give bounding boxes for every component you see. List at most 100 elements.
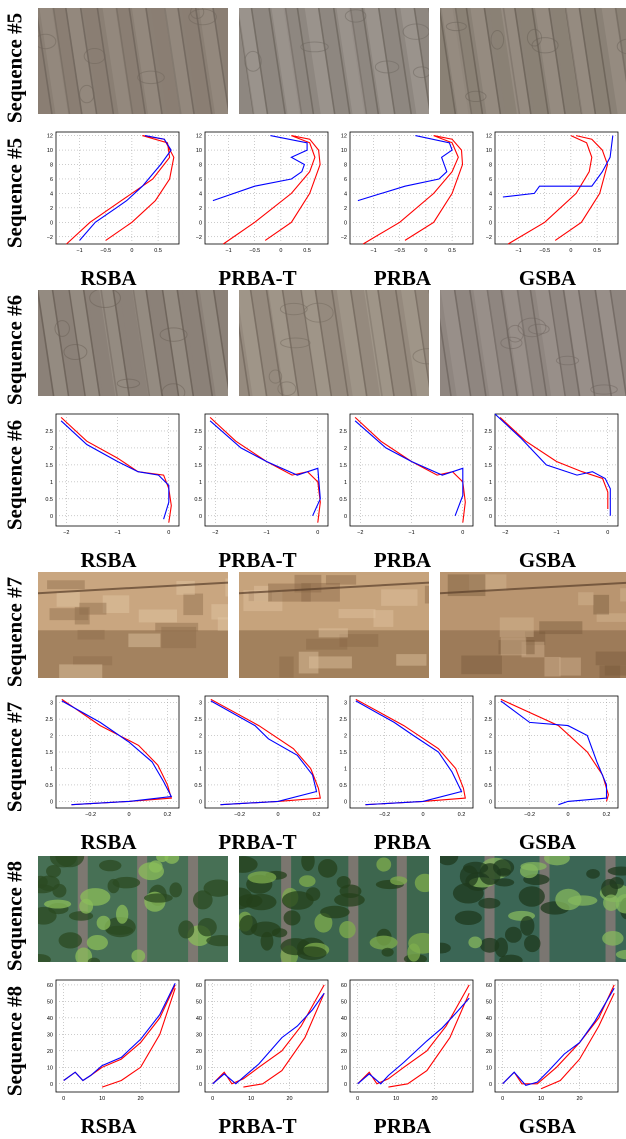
y-tick-label: 1 (50, 480, 53, 486)
x-tick-label: −0.2 (379, 812, 390, 818)
sequence-label: Sequence #8 (3, 986, 28, 1096)
y-tick-label: 0.5 (45, 783, 53, 789)
y-tick-label: 4 (344, 191, 347, 197)
x-tick-label: −0.5 (100, 248, 111, 254)
x-tick-label: −1 (114, 530, 120, 536)
x-tick-label: −1 (263, 530, 269, 536)
y-tick-label: 1.5 (339, 463, 347, 469)
y-tick-label: 2.5 (194, 717, 202, 723)
method-label: PRBA-T (188, 1114, 328, 1139)
x-tick-label: 0 (567, 812, 570, 818)
y-tick-label: 1 (199, 766, 202, 772)
x-tick-label: 0 (277, 812, 280, 818)
y-tick-label: 50 (196, 999, 202, 1005)
method-label: GSBA (478, 830, 618, 855)
y-tick-label: 2 (50, 734, 53, 740)
y-tick-label: 10 (47, 1065, 53, 1071)
x-tick-label: 20 (138, 1096, 144, 1102)
y-tick-label: 1 (199, 480, 202, 486)
y-tick-label: 2 (489, 206, 492, 212)
y-tick-label: 0 (344, 1082, 347, 1088)
y-tick-label: 0 (199, 220, 202, 226)
y-tick-label: 0 (199, 514, 202, 520)
y-tick-label: 3 (199, 701, 202, 707)
x-tick-label: −1 (515, 248, 521, 254)
y-tick-label: 1.5 (484, 463, 492, 469)
y-tick-label: 20 (196, 1049, 202, 1055)
method-label: GSBA (478, 548, 618, 573)
x-tick-label: −1 (553, 530, 559, 536)
y-tick-label: 60 (341, 983, 347, 989)
y-tick-label: 2.5 (45, 717, 53, 723)
x-tick-label: −0.5 (539, 248, 550, 254)
y-tick-label: 0.5 (45, 497, 53, 503)
scene-photo (38, 290, 228, 396)
y-tick-label: −2 (486, 235, 492, 241)
x-tick-label: −2 (357, 530, 363, 536)
scene-photo (38, 8, 228, 114)
y-tick-label: 2 (50, 446, 53, 452)
y-tick-label: 2.5 (484, 429, 492, 435)
sequence-label: Sequence #5 (3, 138, 28, 248)
y-tick-label: 10 (47, 148, 53, 154)
method-label: RSBA (39, 830, 179, 855)
y-tick-label: 3 (344, 701, 347, 707)
x-tick-label: −0.2 (85, 812, 96, 818)
scene-photo (239, 856, 429, 962)
y-tick-label: 3 (489, 701, 492, 707)
y-tick-label: 30 (486, 1032, 492, 1038)
y-tick-label: 2 (344, 446, 347, 452)
y-tick-label: 50 (341, 999, 347, 1005)
y-tick-label: 0.5 (339, 497, 347, 503)
x-tick-label: −0.5 (394, 248, 405, 254)
scene-photo (440, 8, 626, 114)
y-tick-label: 3 (50, 701, 53, 707)
sequence-label: Sequence #6 (3, 420, 28, 530)
y-tick-label: 12 (196, 134, 202, 140)
y-tick-label: 6 (199, 177, 202, 183)
y-tick-label: 2 (199, 734, 202, 740)
y-tick-label: 12 (47, 134, 53, 140)
method-label: RSBA (39, 548, 179, 573)
x-tick-label: −1 (76, 248, 82, 254)
y-tick-label: 40 (341, 1016, 347, 1022)
x-tick-label: 0.5 (448, 248, 456, 254)
x-tick-label: −0.2 (524, 812, 535, 818)
y-tick-label: 6 (50, 177, 53, 183)
y-tick-label: 0 (50, 799, 53, 805)
y-tick-label: 6 (344, 177, 347, 183)
x-tick-label: 0 (424, 248, 427, 254)
x-tick-label: −0.5 (249, 248, 260, 254)
y-tick-label: 0 (489, 799, 492, 805)
x-tick-label: 0 (569, 248, 572, 254)
y-tick-label: 2.5 (339, 429, 347, 435)
x-tick-label: 0.2 (164, 812, 172, 818)
x-tick-label: 10 (99, 1096, 105, 1102)
x-tick-label: 0.5 (154, 248, 162, 254)
y-tick-label: 2 (50, 206, 53, 212)
y-tick-label: 0 (199, 799, 202, 805)
y-tick-label: 40 (196, 1016, 202, 1022)
y-tick-label: 0.5 (484, 783, 492, 789)
y-tick-label: 10 (486, 148, 492, 154)
y-tick-label: 2.5 (339, 717, 347, 723)
y-tick-label: 60 (486, 983, 492, 989)
x-tick-label: −0.2 (234, 812, 245, 818)
y-tick-label: 2 (489, 446, 492, 452)
x-tick-label: 0 (461, 530, 464, 536)
y-tick-label: 6 (489, 177, 492, 183)
y-tick-label: 30 (196, 1032, 202, 1038)
x-tick-label: −2 (212, 530, 218, 536)
y-tick-label: 10 (341, 148, 347, 154)
y-tick-label: 0 (50, 1082, 53, 1088)
x-tick-label: 20 (577, 1096, 583, 1102)
y-tick-label: 0.5 (339, 783, 347, 789)
y-tick-label: 0 (50, 514, 53, 520)
y-tick-label: 12 (341, 134, 347, 140)
y-tick-label: 30 (47, 1032, 53, 1038)
y-tick-label: −2 (196, 235, 202, 241)
y-tick-label: 4 (199, 191, 202, 197)
